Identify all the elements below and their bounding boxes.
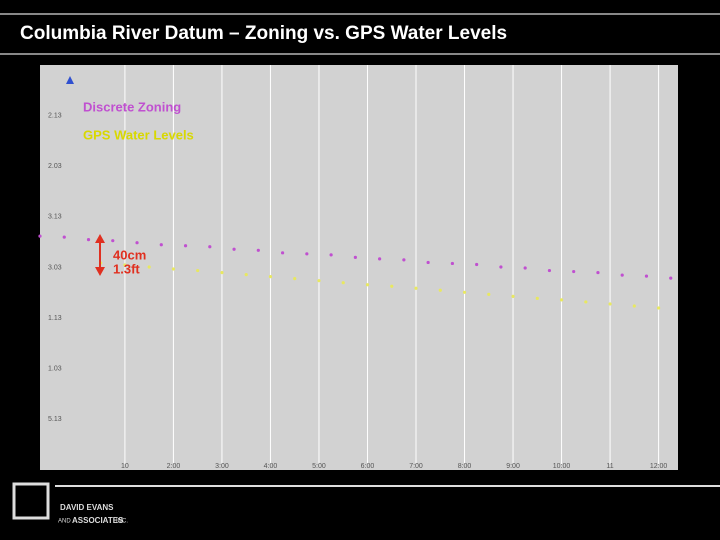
point (487, 292, 491, 296)
point (523, 266, 527, 270)
y-tick-label: 5.13 (48, 416, 62, 423)
point (62, 235, 66, 239)
y-tick-label: 2.13 (48, 112, 62, 119)
point (438, 288, 442, 292)
logo-text: DAVID EVANS (60, 503, 114, 512)
point (620, 273, 624, 277)
point (171, 267, 176, 271)
point (208, 245, 212, 249)
point (426, 260, 430, 265)
point (341, 281, 345, 285)
point (159, 243, 163, 247)
point (584, 300, 588, 304)
y-tick-label: 1.13 (48, 315, 62, 322)
annotation: 1.3ft (113, 261, 140, 276)
point (644, 274, 649, 278)
point (596, 270, 600, 275)
x-tick-label: 2:00 (167, 463, 181, 470)
point (608, 302, 612, 306)
point (268, 275, 273, 279)
logo-text: AND (58, 519, 71, 525)
point (462, 290, 467, 294)
point (450, 261, 454, 266)
point (632, 304, 636, 308)
point (414, 286, 418, 290)
logo-text: ASSOCIATES (72, 516, 124, 525)
point (475, 262, 479, 267)
point (329, 253, 333, 257)
arrow-head (95, 234, 105, 243)
point (220, 270, 224, 275)
plot-area (40, 65, 678, 470)
point (147, 265, 151, 269)
y-tick-label: 1.03 (48, 366, 62, 373)
point (305, 252, 309, 256)
legend-label: Discrete Zoning (83, 99, 181, 114)
point (38, 234, 42, 238)
point (183, 244, 188, 248)
point (256, 248, 260, 252)
annotation: 40cm (113, 247, 146, 262)
point (232, 247, 236, 251)
point (572, 269, 576, 274)
y-tick-label: 2.03 (48, 163, 62, 170)
x-tick-label: 6:00 (361, 463, 375, 470)
point (317, 279, 321, 283)
point (669, 276, 673, 280)
point (499, 265, 503, 269)
x-tick-label: 10 (121, 463, 129, 470)
x-tick-label: 11 (606, 463, 613, 470)
x-tick-label: 12:00 (650, 463, 668, 470)
point (123, 263, 127, 267)
logo-text: INC. (116, 519, 128, 525)
point (390, 284, 394, 288)
x-tick-label: 4:00 (264, 463, 278, 470)
point (535, 296, 539, 300)
axis-arrow (66, 76, 74, 84)
point (559, 298, 564, 302)
point (656, 306, 661, 310)
x-tick-label: 8:00 (458, 463, 472, 470)
point (402, 258, 406, 262)
x-tick-label: 10:00 (553, 463, 571, 470)
x-tick-label: 7:00 (409, 463, 423, 470)
legend-label: GPS Water Levels (83, 127, 194, 142)
logo-mark (12, 482, 50, 520)
point (244, 272, 248, 277)
point (353, 255, 357, 259)
point (280, 251, 285, 255)
point (111, 239, 115, 243)
point (511, 294, 515, 298)
point (86, 238, 91, 242)
x-tick-label: 9:00 (506, 463, 520, 470)
slide-title: Columbia River Datum – Zoning vs. GPS Wa… (20, 23, 507, 44)
point (365, 283, 370, 287)
x-tick-label: 5:00 (312, 463, 326, 470)
point (378, 257, 382, 261)
point (196, 268, 200, 273)
y-tick-label: 3.13 (48, 214, 62, 221)
point (547, 268, 552, 273)
point (135, 241, 139, 245)
y-tick-label: 3.03 (48, 264, 62, 271)
x-tick-label: 3:00 (215, 463, 229, 470)
arrow-head (95, 267, 105, 276)
point (293, 277, 297, 281)
